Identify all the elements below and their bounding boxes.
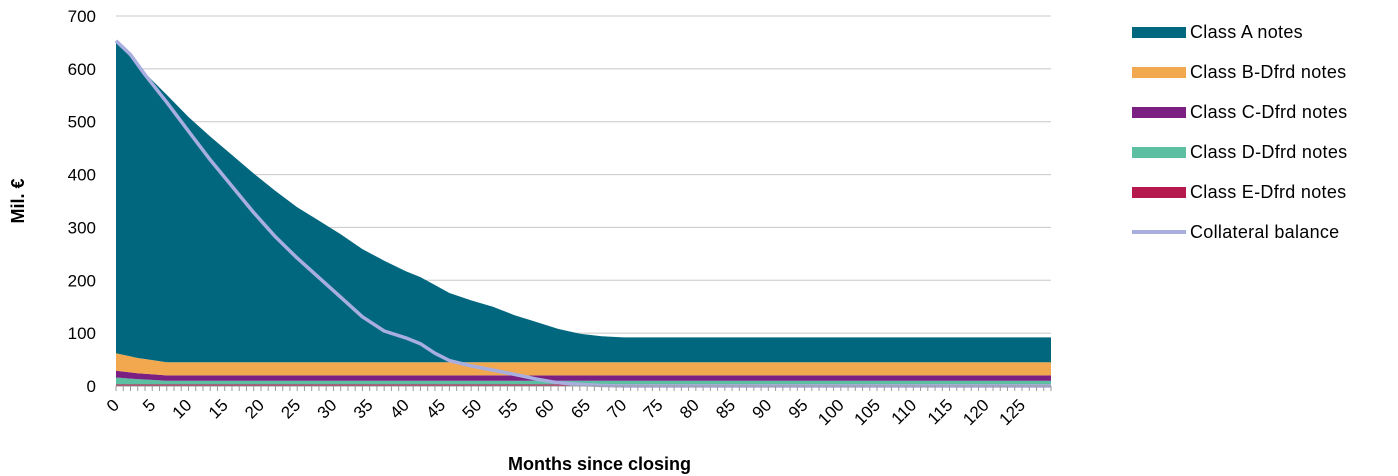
line-series (114, 39, 1051, 388)
legend-swatch (1132, 66, 1186, 78)
legend-label: Class E-Dfrd notes (1190, 181, 1347, 202)
x-tick-label: 55 (495, 396, 522, 423)
legend-swatch (1132, 146, 1186, 158)
legend-swatch (1132, 106, 1186, 118)
legend-swatch (1132, 26, 1186, 38)
y-tick-label: 700 (68, 7, 96, 26)
legend-item-class-a: Class A notes (1132, 12, 1347, 52)
y-axis: 0 100 200 300 400 500 600 700 (68, 7, 96, 396)
x-tick-label: 35 (350, 396, 377, 423)
y-tick-label: 0 (87, 377, 96, 396)
y-axis-title: Mil. € (8, 178, 28, 223)
x-tick-label: 45 (422, 396, 449, 423)
x-tick-label: 75 (640, 396, 667, 423)
area-series (116, 42, 1051, 386)
x-tick-label: 85 (712, 396, 739, 423)
legend-item-class-e: Class E-Dfrd notes (1132, 172, 1347, 212)
x-tick-label: 120 (959, 396, 992, 429)
x-tick-label: 90 (749, 396, 776, 423)
x-axis: 0 5 10 15 20 25 30 35 40 45 50 55 60 65 70 75 80 85 90 95 10… (103, 385, 1052, 429)
x-tick-label: 50 (459, 396, 486, 423)
y-tick-label: 200 (68, 271, 96, 290)
y-tick-label: 300 (68, 218, 96, 237)
y-tick-label: 500 (68, 113, 96, 132)
legend-swatch (1132, 186, 1186, 198)
x-tick-label: 15 (205, 396, 232, 423)
x-axis-title: Months since closing (508, 454, 691, 474)
x-tick-label: 110 (888, 396, 921, 429)
x-tick-label: 80 (676, 396, 703, 423)
legend-label: Class B-Dfrd notes (1190, 61, 1347, 82)
x-tick-label: 125 (996, 396, 1029, 429)
x-tick-label: 10 (169, 396, 196, 423)
area-class-b-dfrd-notes (116, 353, 1051, 376)
area-class-c-dfrd-notes (116, 370, 1051, 381)
y-tick-label: 400 (68, 166, 96, 185)
legend-label: Class C-Dfrd notes (1190, 101, 1348, 122)
x-tick-label: 30 (314, 396, 341, 423)
x-tick-label: 0 (103, 396, 123, 416)
x-tick-label: 20 (241, 396, 268, 423)
legend-label: Class A notes (1190, 21, 1303, 42)
x-tick-label: 95 (785, 396, 812, 423)
x-tick-label: 5 (139, 396, 159, 416)
legend-label: Collateral balance (1190, 221, 1340, 242)
x-tick-label: 25 (277, 396, 304, 423)
x-tick-label: 100 (814, 396, 847, 429)
x-tick-label: 60 (531, 396, 558, 423)
legend-item-class-d: Class D-Dfrd notes (1132, 132, 1347, 172)
x-tick-label: 70 (604, 396, 631, 423)
y-tick-label: 600 (68, 60, 96, 79)
legend-label: Class D-Dfrd notes (1190, 141, 1348, 162)
line-collateral-balance (114, 39, 1051, 388)
area-class-a-notes (116, 42, 1051, 363)
y-tick-label: 100 (68, 324, 96, 343)
x-tick-label: 65 (567, 396, 594, 423)
legend-item-class-b: Class B-Dfrd notes (1132, 52, 1347, 92)
legend-swatch (1132, 230, 1186, 234)
legend-item-collateral: Collateral balance (1132, 212, 1347, 252)
legend: Class A notes Class B-Dfrd notes Class C… (1132, 12, 1347, 252)
x-tick-label: 115 (924, 396, 957, 429)
legend-item-class-c: Class C-Dfrd notes (1132, 92, 1347, 132)
area-class-d-dfrd-notes (116, 377, 1051, 385)
x-tick-label: 105 (851, 396, 884, 429)
x-tick-label: 40 (386, 396, 413, 423)
